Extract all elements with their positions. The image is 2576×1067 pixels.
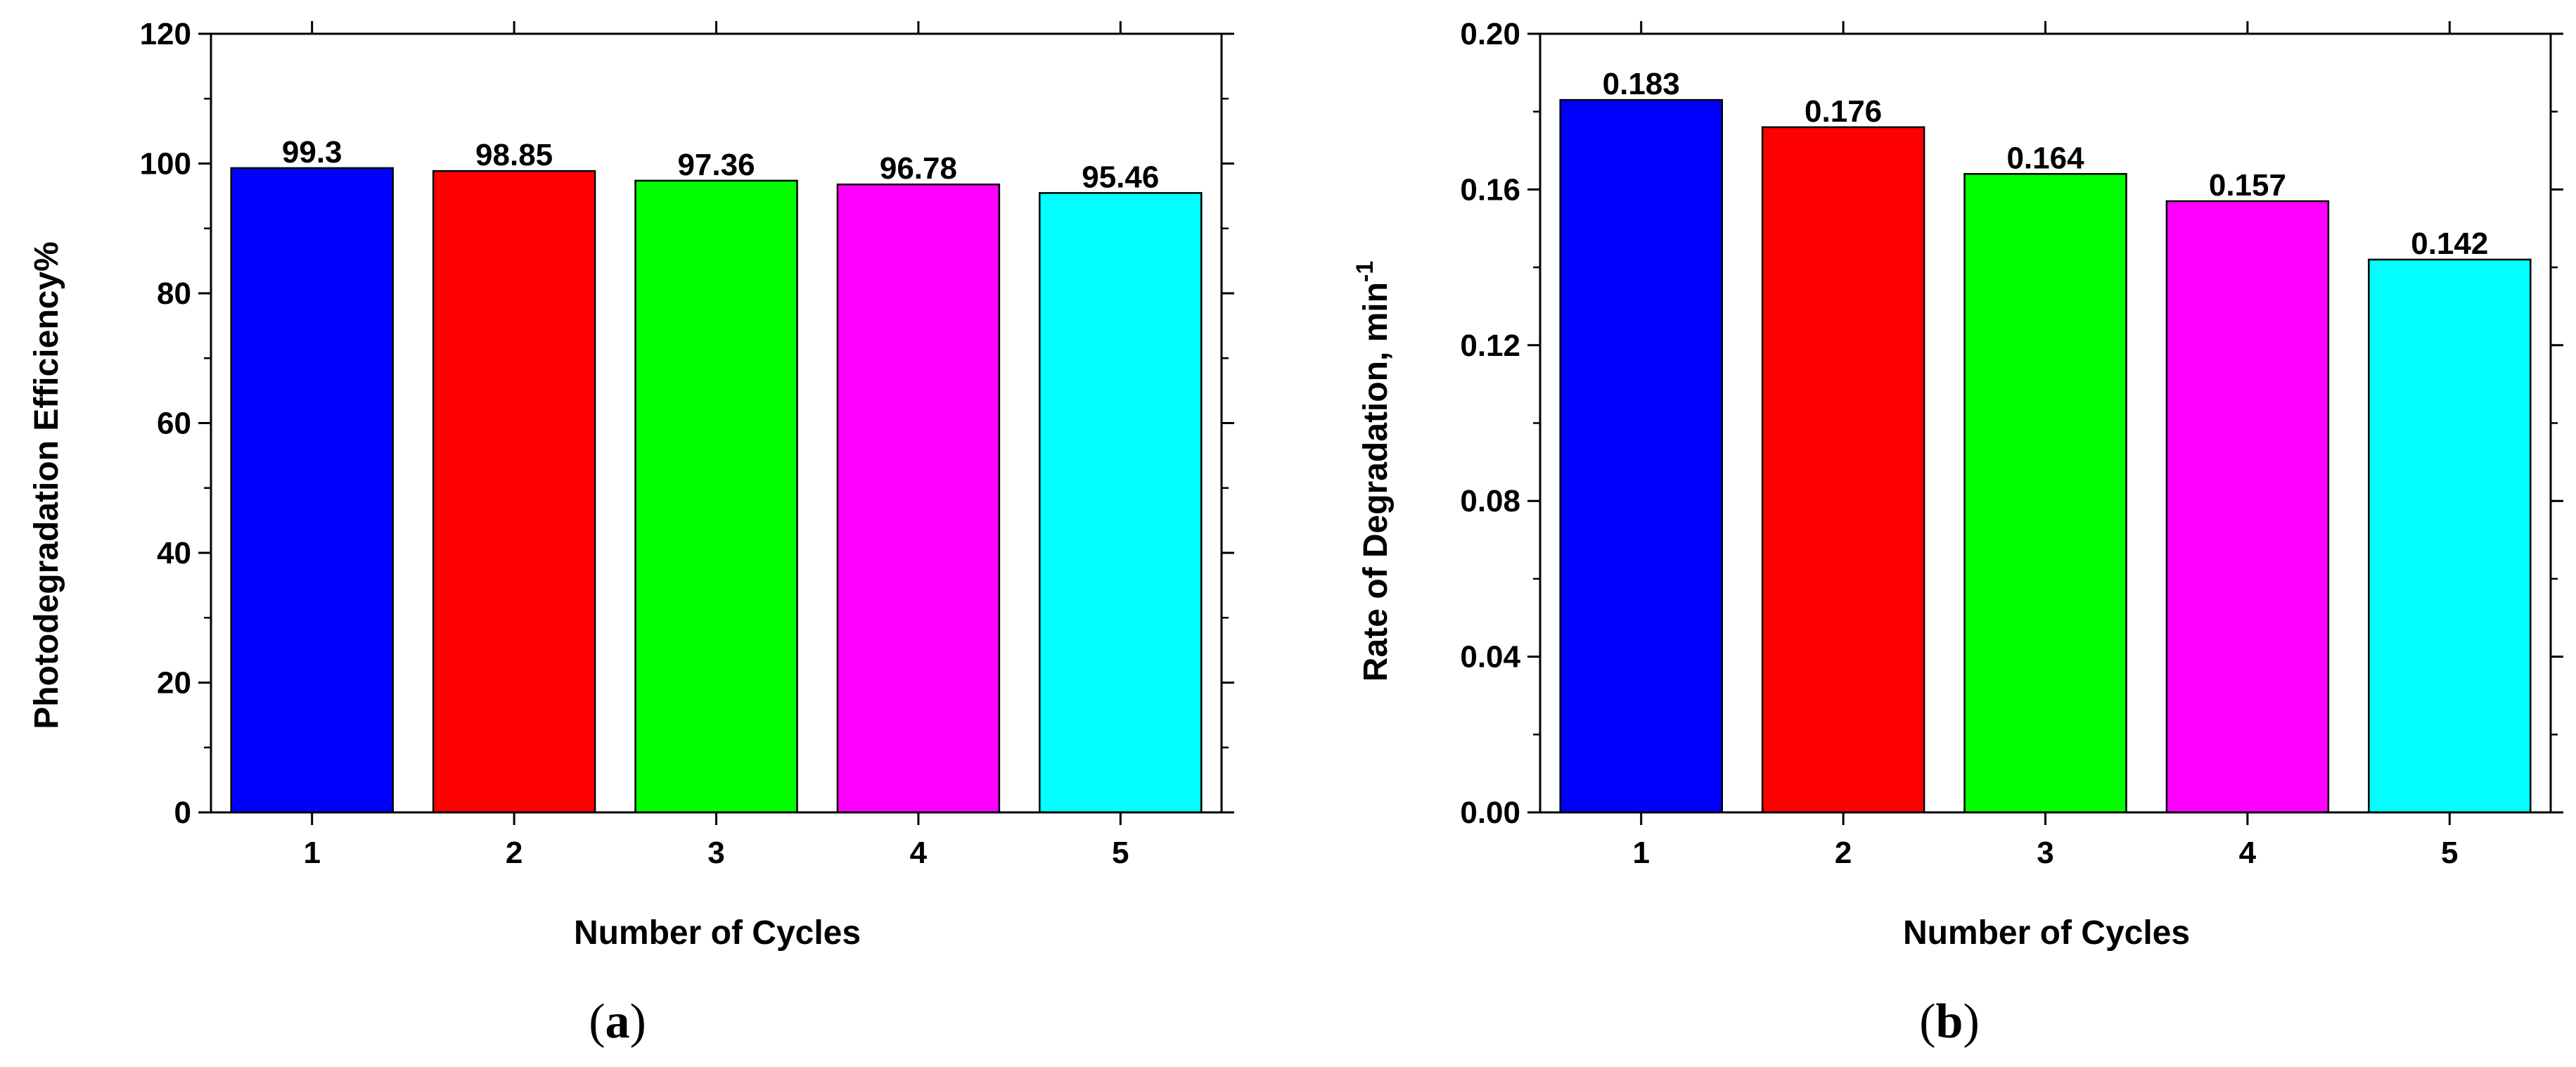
- y-tick-label-a: 20: [157, 666, 191, 701]
- bar-b-cycle-5: [2368, 258, 2532, 814]
- y-axis-title-b-main: Rate of Degradation, min: [1357, 282, 1395, 682]
- y-tick-label-a: 60: [157, 407, 191, 441]
- bar-a-cycle-3: [634, 179, 798, 814]
- y-tick-label-b: 0.04: [1460, 640, 1520, 675]
- bar-b-cycle-4: [2165, 200, 2330, 814]
- bar-a-cycle-2: [432, 170, 596, 814]
- bar-b-cycle-2: [1761, 126, 1925, 814]
- y-axis-title-b-superscript: -1: [1352, 261, 1378, 282]
- chart-panel-a: 99.3 98.85 97.36 96.78 95.46 020406080100120…: [28, 17, 1234, 1049]
- data-labels-group-a: 99.3 98.85 97.36 96.78 95.46: [282, 135, 1159, 194]
- data-label-b-cycle-1: 0.183: [1603, 67, 1680, 101]
- x-ticks-group-a: 1 2 3 4 5: [303, 21, 1129, 870]
- y-tick-label-b: 0.08: [1460, 484, 1520, 518]
- data-label-a-cycle-3: 97.36: [677, 148, 755, 182]
- data-labels-group-b: 0.183 0.176 0.164 0.157 0.142: [1603, 67, 2489, 261]
- y-tick-label-a: 100: [140, 147, 191, 181]
- y-axis-title-a: Photodegradation Efficiency%: [28, 241, 65, 729]
- data-label-a-cycle-2: 98.85: [475, 138, 553, 172]
- data-label-b-cycle-5: 0.142: [2411, 226, 2488, 261]
- y-tick-label-a: 40: [157, 536, 191, 570]
- x-tick-label-b: 1: [1632, 836, 1649, 870]
- data-label-a-cycle-1: 99.3: [282, 135, 342, 170]
- x-tick-label-b: 3: [2037, 836, 2053, 870]
- x-tick-label-b: 2: [1835, 836, 1852, 870]
- bar-b-cycle-3: [1963, 173, 2127, 814]
- x-tick-label-b: 4: [2239, 836, 2257, 870]
- panel-label-b: (b): [1919, 995, 1980, 1049]
- y-tick-label-a: 0: [174, 796, 191, 830]
- x-tick-label-a: 3: [707, 836, 724, 870]
- x-tick-label-a: 1: [303, 836, 320, 870]
- bar-a-cycle-5: [1039, 192, 1203, 814]
- x-axis-title-b: Number of Cycles: [1903, 914, 2190, 952]
- data-label-b-cycle-4: 0.157: [2209, 168, 2286, 203]
- data-label-b-cycle-3: 0.164: [2006, 141, 2084, 175]
- panel-label-a: (a): [589, 995, 646, 1049]
- bar-a-cycle-1: [230, 167, 394, 814]
- y-ticks-group-b: 0.00 0.04 0.08 0.12 0.16 0.20: [1460, 17, 2563, 830]
- y-ticks-group-a: 0 20 40 60 80 100 120: [140, 17, 1234, 830]
- data-label-b-cycle-2: 0.176: [1805, 94, 1882, 129]
- bar-a-cycle-4: [836, 183, 1001, 814]
- x-axis-title-a: Number of Cycles: [574, 914, 861, 952]
- y-tick-label-a: 80: [157, 276, 191, 311]
- x-tick-label-a: 2: [506, 836, 523, 870]
- bars-group-a: [230, 167, 1203, 814]
- y-tick-label-b: 0.20: [1460, 17, 1520, 51]
- bar-b-cycle-1: [1559, 98, 1723, 814]
- x-tick-label-b: 5: [2441, 836, 2458, 870]
- y-tick-label-b: 0.00: [1460, 796, 1520, 830]
- y-tick-label-b: 0.12: [1460, 328, 1520, 363]
- x-tick-label-a: 5: [1112, 836, 1129, 870]
- panel-label-a-letter: a: [605, 995, 630, 1049]
- panel-label-b-letter: b: [1936, 995, 1963, 1049]
- y-tick-label-a: 120: [140, 17, 191, 51]
- data-label-a-cycle-4: 96.78: [880, 151, 957, 186]
- y-tick-label-b: 0.16: [1460, 172, 1520, 207]
- x-tick-label-a: 4: [910, 836, 928, 870]
- y-axis-title-b: Rate of Degradation, min-1: [1352, 261, 1395, 682]
- x-ticks-group-b: 1 2 3 4 5: [1632, 21, 2459, 870]
- data-label-a-cycle-5: 95.46: [1082, 160, 1159, 194]
